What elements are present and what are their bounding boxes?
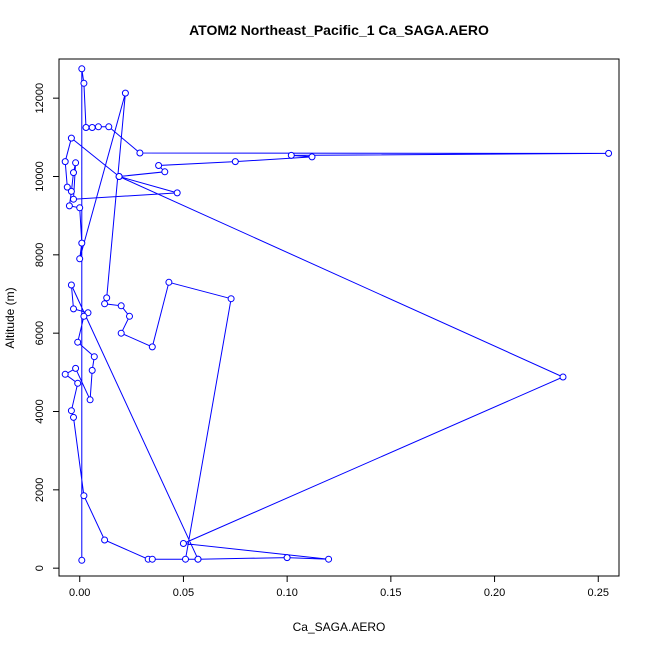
data-point — [88, 366, 96, 374]
data-point — [80, 312, 88, 320]
y-tick-label: 6000 — [34, 321, 46, 345]
y-axis: 0 2000 4000 6000 8000 10000 12000 — [34, 83, 59, 571]
data-point — [70, 169, 77, 177]
data-point — [103, 294, 111, 302]
data-point — [80, 492, 88, 500]
x-tick-label: 0.10 — [276, 587, 297, 599]
data-point — [148, 343, 156, 351]
data-point — [61, 370, 69, 378]
y-tick-label: 4000 — [34, 399, 46, 423]
data-point — [126, 312, 133, 320]
data-point — [148, 555, 156, 563]
data-point — [287, 151, 295, 159]
data-point — [80, 79, 88, 87]
data-point — [121, 89, 129, 97]
data-point — [76, 255, 84, 263]
chart-title: ATOM2 Northeast_Pacific_1 Ca_SAGA.AERO — [189, 22, 489, 38]
data-point — [308, 153, 316, 161]
data-point — [70, 305, 77, 313]
data-point — [74, 338, 82, 346]
data-point — [61, 158, 69, 166]
data-point — [67, 134, 75, 142]
data-point — [78, 556, 86, 564]
data-point — [78, 239, 86, 247]
data-point — [105, 123, 113, 131]
data-point — [65, 202, 73, 210]
data-point — [605, 149, 613, 157]
data-point — [115, 173, 123, 180]
data-point — [179, 540, 187, 547]
x-tick-label: 0.25 — [588, 587, 609, 599]
data-point — [63, 183, 71, 191]
data-point — [101, 536, 109, 544]
plot-frame — [58, 58, 620, 577]
data-point — [155, 162, 163, 169]
data-point — [74, 379, 82, 387]
data-point — [136, 149, 144, 157]
data-point — [117, 329, 125, 337]
data-point — [86, 396, 94, 404]
y-tick-label: 12000 — [34, 83, 46, 114]
data-point — [231, 158, 239, 166]
data-point — [78, 65, 86, 73]
data-point — [165, 278, 173, 286]
plot-area — [61, 65, 613, 564]
data-point — [94, 123, 102, 131]
y-tick-label: 8000 — [34, 243, 46, 267]
data-point — [161, 168, 169, 176]
x-tick-label: 0.00 — [69, 587, 90, 599]
y-tick-label: 2000 — [34, 478, 46, 502]
data-point — [76, 204, 84, 212]
x-tick-label: 0.05 — [173, 587, 194, 599]
data-point — [227, 295, 235, 303]
data-point — [72, 159, 80, 167]
data-point — [67, 407, 75, 415]
data-point — [283, 554, 291, 562]
data-point — [72, 364, 80, 372]
x-axis: 0.00 0.05 0.10 0.15 0.20 0.25 — [69, 576, 609, 599]
x-axis-label: Ca_SAGA.AERO — [293, 620, 386, 634]
x-tick-label: 0.20 — [484, 587, 505, 599]
data-point — [117, 302, 125, 310]
y-tick-label: 0 — [34, 565, 46, 571]
data-point — [70, 195, 77, 203]
data-point — [67, 187, 75, 195]
data-point — [182, 555, 189, 563]
data-point — [559, 373, 567, 381]
data-point — [194, 555, 202, 563]
data-point — [82, 124, 90, 131]
data-point — [67, 281, 75, 289]
data-point — [70, 413, 77, 421]
data-point — [90, 353, 98, 361]
y-axis-label: Altitude (m) — [3, 287, 17, 348]
series-points — [61, 65, 613, 564]
x-tick-label: 0.15 — [380, 587, 401, 599]
data-point — [88, 124, 96, 131]
data-point — [173, 189, 181, 197]
data-point — [325, 555, 333, 563]
y-tick-label: 10000 — [34, 161, 46, 192]
data-point — [101, 300, 109, 308]
